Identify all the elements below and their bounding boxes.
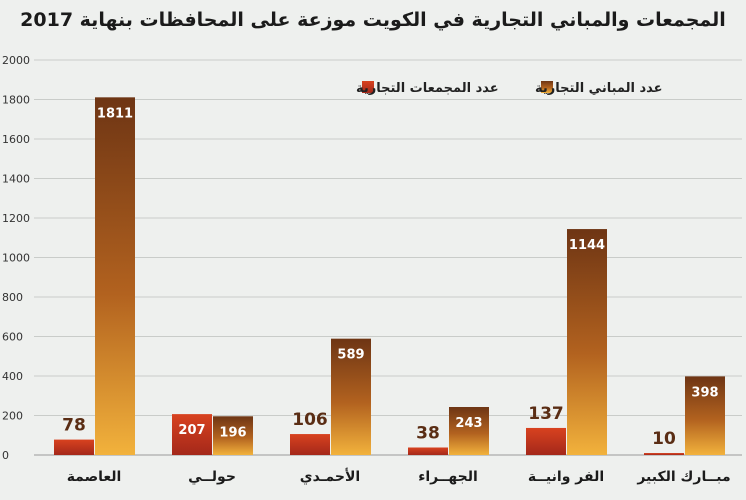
- category-label-0: العاصمة: [67, 469, 122, 485]
- bar-malls-5: [644, 453, 684, 455]
- y-tick-label-200: 200: [2, 410, 23, 423]
- bars: [54, 97, 725, 455]
- data-label-malls-2: 106: [292, 410, 328, 430]
- chart-title: المجمعات والمباني التجارية في الكويت موز…: [20, 9, 726, 31]
- y-tick-label-1000: 1000: [2, 252, 30, 265]
- grid-lines: [34, 59, 742, 456]
- bar-buildings-5: [685, 376, 725, 455]
- data-label-buildings-5: 398: [691, 385, 718, 400]
- data-label-malls-4: 137: [528, 404, 564, 424]
- data-label-buildings-1: 196: [219, 425, 246, 440]
- bar-malls-0: [54, 439, 94, 455]
- bar-malls-4: [526, 427, 566, 455]
- category-label-1: حولــي: [188, 469, 236, 485]
- bar-malls-1: [172, 414, 212, 455]
- bar-malls-2: [290, 434, 330, 455]
- data-label-buildings-2: 589: [337, 348, 364, 363]
- category-label-2: الأحمـدي: [300, 468, 360, 486]
- legend-swatch-malls: [362, 81, 374, 93]
- legend-swatch-buildings: [541, 81, 553, 93]
- y-tick-label-1600: 1600: [2, 133, 30, 146]
- bar-malls-3: [408, 447, 448, 455]
- category-label-3: الجهــراء: [418, 469, 478, 485]
- legend: عدد المباني التجارية عدد المجمعات التجار…: [356, 81, 663, 96]
- data-labels: 78 1811 207 196 106 589 38 243 137 1144 10 398: [62, 106, 718, 449]
- y-tick-label-1800: 1800: [2, 94, 30, 107]
- y-axis-ticks: 0 200 400 600 800 1000 1200 1400 1600 1800 2000: [2, 54, 30, 462]
- legend-label-buildings: عدد المباني التجارية: [535, 81, 663, 96]
- y-tick-label-1400: 1400: [2, 173, 30, 186]
- y-tick-label-400: 400: [2, 370, 23, 383]
- bar-buildings-1: [213, 416, 253, 455]
- data-label-buildings-0: 1811: [97, 106, 133, 121]
- data-label-buildings-4: 1144: [569, 238, 605, 253]
- category-labels: العاصمة حولــي الأحمـدي الجهــراء الفر وانيـ…: [67, 468, 731, 486]
- y-tick-label-0: 0: [2, 449, 9, 462]
- y-tick-label-800: 800: [2, 291, 23, 304]
- category-label-5: مبــارك الكبير: [636, 469, 730, 485]
- legend-label-malls: عدد المجمعات التجارية: [356, 81, 499, 96]
- category-label-4: الفر وانيــة: [528, 469, 604, 485]
- y-tick-label-600: 600: [2, 331, 23, 344]
- bar-buildings-2: [331, 338, 371, 455]
- data-label-malls-3: 38: [416, 423, 440, 443]
- bar-buildings-3: [449, 407, 489, 455]
- data-label-buildings-3: 243: [455, 416, 482, 431]
- bar-buildings-4: [567, 229, 607, 455]
- y-tick-label-1200: 1200: [2, 212, 30, 225]
- data-label-malls-0: 78: [62, 416, 86, 436]
- data-label-malls-5: 10: [652, 429, 676, 449]
- data-label-malls-1: 207: [178, 423, 205, 438]
- y-tick-label-2000: 2000: [2, 54, 30, 67]
- bar-buildings-0: [95, 97, 135, 455]
